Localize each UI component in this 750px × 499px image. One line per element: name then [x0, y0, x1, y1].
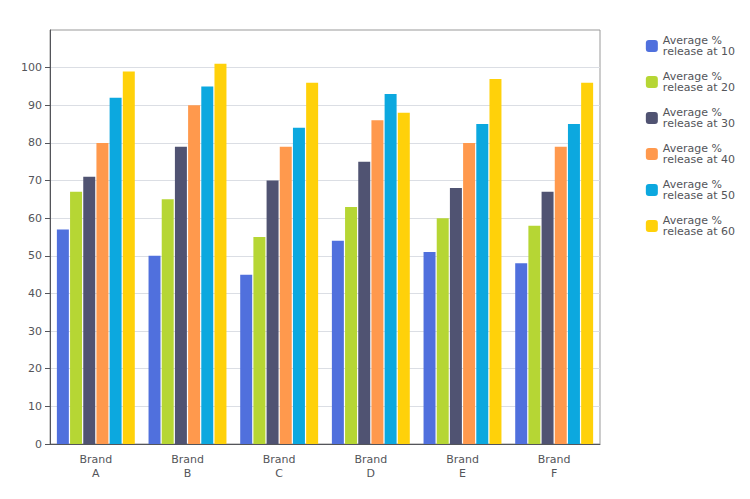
svg-text:B: B [184, 467, 192, 480]
svg-text:release at 50: release at 50 [663, 189, 735, 202]
svg-text:60: 60 [28, 212, 42, 225]
svg-text:90: 90 [28, 99, 42, 112]
svg-text:70: 70 [28, 174, 42, 187]
svg-text:release at 40: release at 40 [663, 153, 735, 166]
svg-text:50: 50 [28, 249, 42, 262]
svg-text:Brand: Brand [263, 453, 296, 466]
svg-text:100: 100 [21, 61, 42, 74]
svg-text:Average %: Average % [662, 178, 726, 191]
svg-text:80: 80 [28, 136, 42, 149]
svg-text:E: E [459, 467, 466, 480]
svg-text:Brand: Brand [171, 453, 204, 466]
svg-text:Average %: Average % [662, 214, 726, 227]
svg-text:20: 20 [28, 362, 42, 375]
svg-text:Brand: Brand [538, 453, 571, 466]
svg-text:D: D [367, 467, 375, 480]
svg-text:Brand: Brand [354, 453, 387, 466]
svg-text:0: 0 [35, 438, 42, 451]
svg-text:Average %: Average % [662, 70, 726, 83]
svg-text:30: 30 [28, 325, 42, 338]
svg-text:Average %: Average % [662, 142, 726, 155]
svg-text:10: 10 [28, 400, 42, 413]
svg-text:release at 20: release at 20 [663, 81, 735, 94]
svg-text:release at 10: release at 10 [663, 45, 735, 58]
svg-text:Average %: Average % [662, 106, 726, 119]
svg-text:C: C [275, 467, 283, 480]
svg-text:40: 40 [28, 287, 42, 300]
svg-text:Brand: Brand [446, 453, 479, 466]
svg-text:release at 30: release at 30 [663, 117, 735, 130]
svg-text:Average %: Average % [662, 34, 726, 47]
svg-text:A: A [92, 467, 100, 480]
svg-text:release at 60: release at 60 [663, 225, 735, 238]
svg-text:Brand: Brand [79, 453, 112, 466]
svg-text:F: F [551, 467, 557, 480]
